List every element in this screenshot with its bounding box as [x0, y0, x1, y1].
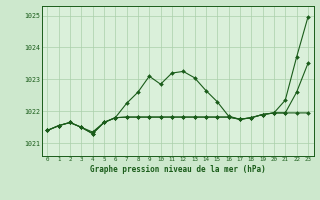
X-axis label: Graphe pression niveau de la mer (hPa): Graphe pression niveau de la mer (hPa) [90, 165, 266, 174]
